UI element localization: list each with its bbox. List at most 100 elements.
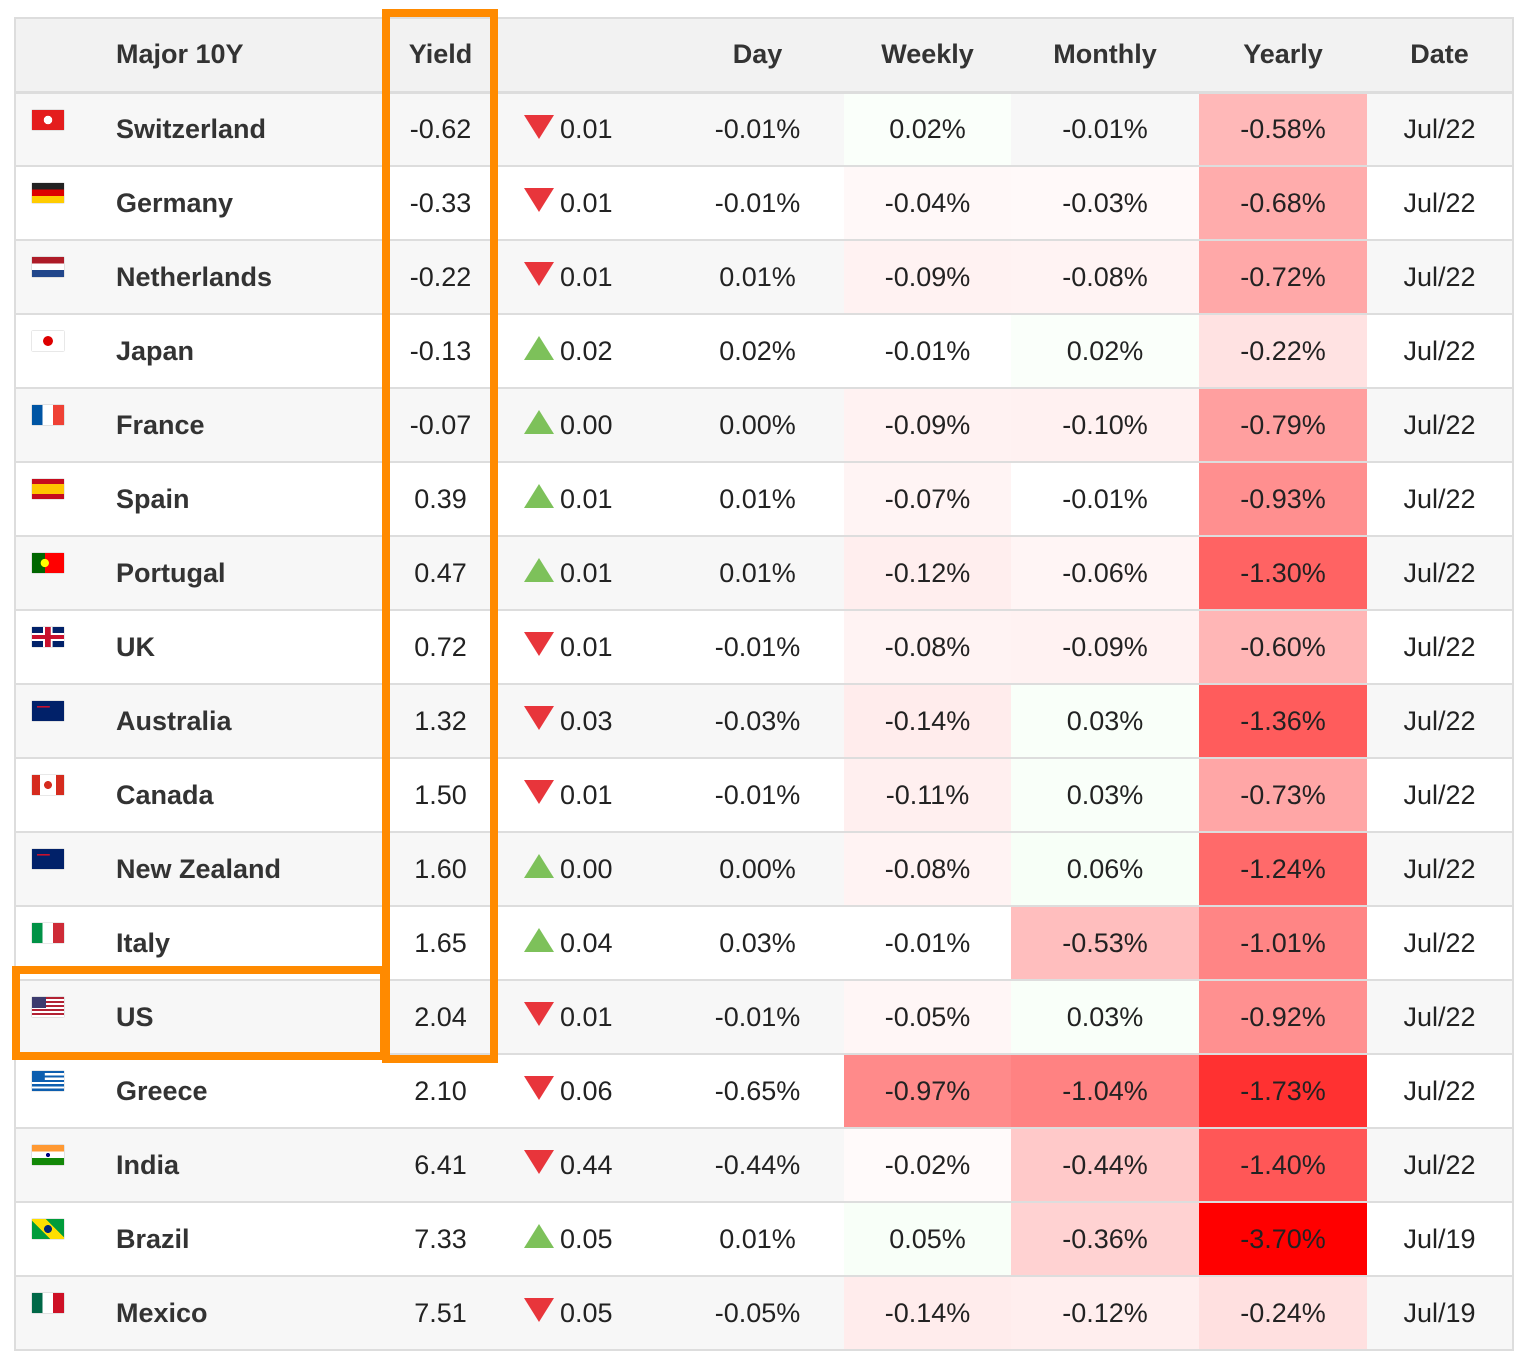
table-row[interactable]: Spain 0.39 0.01 0.01% -0.07% -0.01% -0.9…: [15, 462, 1513, 536]
table-row[interactable]: Canada 1.50 0.01 -0.01% -0.11% 0.03% -0.…: [15, 758, 1513, 832]
change-cell: 0.44: [498, 1128, 671, 1202]
table-row[interactable]: Japan -0.13 0.02 0.02% -0.01% 0.02% -0.2…: [15, 314, 1513, 388]
country-name[interactable]: France: [116, 409, 205, 440]
date-value: Jul/22: [1403, 779, 1476, 810]
country-name[interactable]: Brazil: [116, 1223, 190, 1254]
weekly-change: -0.07%: [844, 462, 1011, 536]
table-row[interactable]: New Zealand 1.60 0.00 0.00% -0.08% 0.06%…: [15, 832, 1513, 906]
flag-cell: [15, 388, 116, 462]
table-row[interactable]: Italy 1.65 0.04 0.03% -0.01% -0.53% -1.0…: [15, 906, 1513, 980]
country-name[interactable]: Mexico: [116, 1297, 208, 1328]
day-change: 0.01%: [719, 1223, 796, 1254]
country-name[interactable]: Netherlands: [116, 261, 273, 292]
date-value: Jul/22: [1403, 705, 1476, 736]
weekly-change: 0.02%: [844, 92, 1011, 166]
day-change: -0.01%: [714, 113, 801, 144]
table-row[interactable]: UK 0.72 0.01 -0.01% -0.08% -0.09% -0.60%…: [15, 610, 1513, 684]
change-value: 0.01: [560, 261, 613, 292]
change-cell: 0.04: [498, 906, 671, 980]
country-name[interactable]: Switzerland: [116, 113, 267, 144]
date-header[interactable]: Date: [1410, 39, 1469, 70]
table-row[interactable]: Brazil 7.33 0.05 0.01% 0.05% -0.36% -3.7…: [15, 1202, 1513, 1276]
weekly-change: -0.09%: [844, 388, 1011, 462]
table-row[interactable]: Mexico 7.51 0.05 -0.05% -0.14% -0.12% -0…: [15, 1276, 1513, 1350]
monthly-change: -0.08%: [1011, 240, 1199, 314]
yearly-header[interactable]: Yearly: [1243, 39, 1323, 70]
monthly-change: 0.03%: [1011, 684, 1199, 758]
flag-mx-icon: [32, 1293, 64, 1313]
country-name[interactable]: Italy: [116, 927, 171, 958]
monthly-header[interactable]: Monthly: [1053, 39, 1157, 70]
arrow-down-icon: [524, 1150, 554, 1175]
monthly-change: -0.53%: [1011, 906, 1199, 980]
yearly-change: -3.70%: [1199, 1202, 1367, 1276]
day-change: 0.03%: [719, 927, 796, 958]
table-row[interactable]: Greece 2.10 0.06 -0.65% -0.97% -1.04% -1…: [15, 1054, 1513, 1128]
day-change: -0.01%: [714, 631, 801, 662]
flag-cell: [15, 684, 116, 758]
table-row[interactable]: Switzerland -0.62 0.01 -0.01% 0.02% -0.0…: [15, 92, 1513, 166]
yield-value: 0.47: [414, 557, 467, 588]
change-cell: 0.01: [498, 462, 671, 536]
country-name[interactable]: Japan: [116, 335, 195, 366]
country-name[interactable]: Australia: [116, 705, 232, 736]
table-row[interactable]: Germany -0.33 0.01 -0.01% -0.04% -0.03% …: [15, 166, 1513, 240]
country-name[interactable]: Spain: [116, 483, 190, 514]
monthly-change: -0.12%: [1011, 1276, 1199, 1350]
day-change: 0.00%: [719, 409, 796, 440]
monthly-change: -0.01%: [1062, 483, 1148, 514]
yearly-change: -0.72%: [1199, 240, 1367, 314]
country-header[interactable]: Major 10Y: [116, 39, 244, 70]
country-name[interactable]: US: [116, 1001, 154, 1032]
table-row[interactable]: Netherlands -0.22 0.01 0.01% -0.09% -0.0…: [15, 240, 1513, 314]
table-row[interactable]: India 6.41 0.44 -0.44% -0.02% -0.44% -1.…: [15, 1128, 1513, 1202]
yearly-change: -0.73%: [1199, 758, 1367, 832]
country-name[interactable]: UK: [116, 631, 155, 662]
yearly-change: -0.93%: [1199, 462, 1367, 536]
monthly-change: -0.01%: [1062, 113, 1148, 144]
yield-value: -0.62: [409, 113, 472, 144]
flag-cell: [15, 758, 116, 832]
monthly-change: -0.10%: [1011, 388, 1199, 462]
table-row[interactable]: Portugal 0.47 0.01 0.01% -0.12% -0.06% -…: [15, 536, 1513, 610]
weekly-change: -0.14%: [844, 684, 1011, 758]
weekly-header[interactable]: Weekly: [881, 39, 974, 70]
country-name[interactable]: New Zealand: [116, 853, 282, 884]
yield-value: 1.60: [414, 853, 467, 884]
change-value: 0.01: [560, 483, 613, 514]
country-name[interactable]: India: [116, 1149, 180, 1180]
monthly-change: 0.02%: [1011, 314, 1199, 388]
change-cell: 0.01: [498, 166, 671, 240]
weekly-change: -0.11%: [844, 758, 1011, 832]
table-row[interactable]: US 2.04 0.01 -0.01% -0.05% 0.03% -0.92% …: [15, 980, 1513, 1054]
flag-cell: [15, 1128, 116, 1202]
weekly-change: -0.01%: [884, 927, 971, 958]
date-value: Jul/22: [1403, 927, 1476, 958]
yield-value: 6.41: [414, 1149, 467, 1180]
yield-header[interactable]: Yield: [408, 39, 473, 70]
country-name[interactable]: Greece: [116, 1075, 208, 1106]
change-value: 0.00: [560, 409, 613, 440]
monthly-change: -0.36%: [1011, 1202, 1199, 1276]
day-header[interactable]: Day: [732, 39, 783, 70]
monthly-change: 0.06%: [1011, 832, 1199, 906]
table-row[interactable]: Australia 1.32 0.03 -0.03% -0.14% 0.03% …: [15, 684, 1513, 758]
arrow-up-icon: [524, 1224, 554, 1249]
date-value: Jul/22: [1403, 1001, 1476, 1032]
change-value: 0.05: [560, 1223, 613, 1254]
arrow-up-icon: [524, 854, 554, 879]
flag-cell: [15, 462, 116, 536]
change-cell: 0.01: [498, 240, 671, 314]
country-name[interactable]: Germany: [116, 187, 234, 218]
table-row[interactable]: France -0.07 0.00 0.00% -0.09% -0.10% -0…: [15, 388, 1513, 462]
yearly-change: -1.30%: [1199, 536, 1367, 610]
flag-jp-icon: [32, 331, 64, 351]
date-value: Jul/22: [1403, 113, 1476, 144]
country-name[interactable]: Canada: [116, 779, 214, 810]
arrow-down-icon: [524, 706, 554, 731]
yield-value: 7.51: [414, 1297, 467, 1328]
arrow-down-icon: [524, 1076, 554, 1101]
country-name[interactable]: Portugal: [116, 557, 226, 588]
weekly-change: 0.05%: [844, 1202, 1011, 1276]
flag-cell: [15, 536, 116, 610]
